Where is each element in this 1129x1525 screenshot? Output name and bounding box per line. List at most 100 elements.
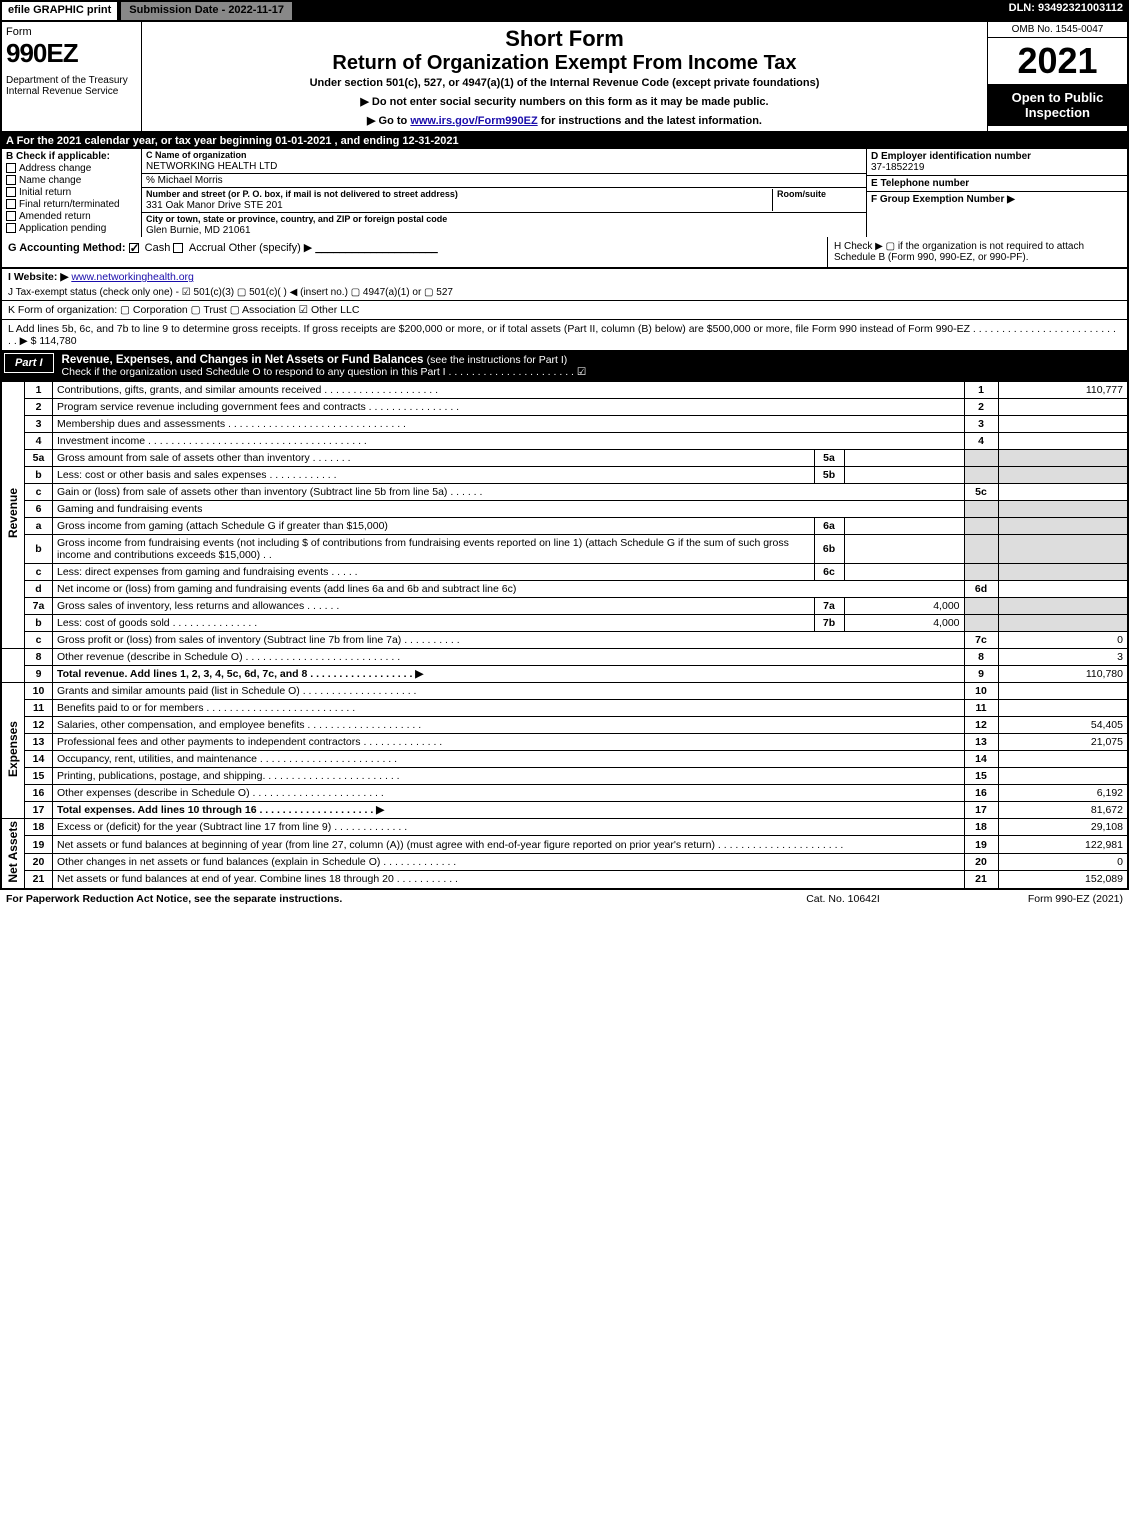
col-amt: [998, 768, 1128, 785]
line-desc: Gross amount from sale of assets other t…: [53, 450, 815, 467]
line-num: a: [25, 518, 53, 535]
col-num: 15: [964, 768, 998, 785]
website-link[interactable]: www.networkinghealth.org: [71, 271, 194, 283]
line-num: 1: [25, 382, 53, 399]
line-num: 9: [25, 666, 53, 683]
line-num: b: [25, 615, 53, 632]
mini-num: 6c: [814, 564, 844, 581]
line-desc: Grants and similar amounts paid (list in…: [53, 683, 965, 700]
row-11: 11 Benefits paid to or for members . . .…: [1, 700, 1128, 717]
row-6b: b Gross income from fundraising events (…: [1, 535, 1128, 564]
mini-num: 6b: [814, 535, 844, 564]
section-l: L Add lines 5b, 6c, and 7b to line 9 to …: [0, 320, 1129, 351]
mini-amt: [844, 535, 964, 564]
line-desc: Gross income from gaming (attach Schedul…: [53, 518, 815, 535]
line-num: 4: [25, 433, 53, 450]
city: Glen Burnie, MD 21061: [146, 225, 251, 236]
col-num: 10: [964, 683, 998, 700]
footer-mid: Cat. No. 10642I: [743, 893, 943, 905]
col-amt-shade: [998, 518, 1128, 535]
mini-num: 5b: [814, 467, 844, 484]
col-num: 19: [964, 836, 998, 853]
line-desc: Contributions, gifts, grants, and simila…: [53, 382, 965, 399]
section-i: I Website: ▶ www.networkinghealth.org: [0, 269, 1129, 285]
line-num: 6: [25, 501, 53, 518]
row-13: 13 Professional fees and other payments …: [1, 734, 1128, 751]
row-18: Net Assets 18 Excess or (deficit) for th…: [1, 819, 1128, 836]
row-7c: c Gross profit or (loss) from sales of i…: [1, 632, 1128, 649]
revenue-vlabel: Revenue: [1, 382, 25, 649]
col-num-shade: [964, 501, 998, 518]
c-city-row: City or town, state or province, country…: [142, 213, 866, 237]
mini-num: 6a: [814, 518, 844, 535]
col-amt-shade: [998, 467, 1128, 484]
row-6d: d Net income or (loss) from gaming and f…: [1, 581, 1128, 598]
form-title: Return of Organization Exempt From Incom…: [150, 52, 979, 75]
col-amt-shade: [998, 615, 1128, 632]
col-amt: 21,075: [998, 734, 1128, 751]
col-num-shade: [964, 467, 998, 484]
chk-name-change[interactable]: Name change: [6, 175, 137, 186]
footer-left: For Paperwork Reduction Act Notice, see …: [6, 893, 743, 905]
efile-label: efile GRAPHIC print: [0, 0, 119, 22]
line-desc: Less: cost or other basis and sales expe…: [53, 467, 815, 484]
l-text: L Add lines 5b, 6c, and 7b to line 9 to …: [8, 323, 1116, 347]
other-label: Other (specify) ▶: [229, 242, 313, 254]
i-label: I Website: ▶: [8, 271, 68, 283]
top-bar: efile GRAPHIC print Submission Date - 20…: [0, 0, 1129, 22]
line-num: 10: [25, 683, 53, 700]
section-j: J Tax-exempt status (check only one) - ☑…: [0, 285, 1129, 301]
irs-link[interactable]: www.irs.gov/Form990EZ: [410, 115, 537, 127]
org-name: NETWORKING HEALTH LTD: [146, 161, 277, 172]
line-desc: Excess or (deficit) for the year (Subtra…: [53, 819, 965, 836]
col-amt: 152,089: [998, 871, 1128, 888]
line-num: 8: [25, 649, 53, 666]
col-amt: 110,777: [998, 382, 1128, 399]
chk-cash[interactable]: [129, 243, 139, 253]
col-num: 8: [964, 649, 998, 666]
chk-final-return[interactable]: Final return/terminated: [6, 199, 137, 210]
col-num: 14: [964, 751, 998, 768]
line-num: b: [25, 535, 53, 564]
d-row: D Employer identification number 37-1852…: [867, 149, 1127, 176]
line-num: c: [25, 632, 53, 649]
chk-accrual[interactable]: [173, 243, 183, 253]
row-6a: a Gross income from gaming (attach Sched…: [1, 518, 1128, 535]
row-5c: c Gain or (loss) from sale of assets oth…: [1, 484, 1128, 501]
line-desc: Gain or (loss) from sale of assets other…: [53, 484, 965, 501]
expenses-vlabel: Expenses: [1, 683, 25, 819]
e-label: E Telephone number: [871, 178, 969, 189]
col-amt: 54,405: [998, 717, 1128, 734]
line-desc: Professional fees and other payments to …: [53, 734, 965, 751]
col-num: 3: [964, 416, 998, 433]
line-desc: Membership dues and assessments . . . . …: [53, 416, 965, 433]
col-amt: [998, 416, 1128, 433]
chk-amended[interactable]: Amended return: [6, 211, 137, 222]
line-num: 12: [25, 717, 53, 734]
mini-num: 7b: [814, 615, 844, 632]
row-21: 21 Net assets or fund balances at end of…: [1, 871, 1128, 888]
footer-right: Form 990-EZ (2021): [943, 893, 1123, 905]
d-label: D Employer identification number: [871, 151, 1031, 162]
col-num: 9: [964, 666, 998, 683]
line-desc: Benefits paid to or for members . . . . …: [53, 700, 965, 717]
chk-address-change[interactable]: Address change: [6, 163, 137, 174]
c-careof-row: % Michael Morris: [142, 174, 866, 188]
row-7a: 7a Gross sales of inventory, less return…: [1, 598, 1128, 615]
form-header: Form 990EZ Department of the Treasury In…: [0, 22, 1129, 133]
line-num: 19: [25, 836, 53, 853]
col-amt-shade: [998, 501, 1128, 518]
part-1-header: Part I Revenue, Expenses, and Changes in…: [0, 351, 1129, 381]
col-amt-shade: [998, 450, 1128, 467]
chk-application-pending[interactable]: Application pending: [6, 223, 137, 234]
form-word: Form: [6, 26, 137, 38]
col-num: 12: [964, 717, 998, 734]
row-10: Expenses 10 Grants and similar amounts p…: [1, 683, 1128, 700]
part-1-check-note: Check if the organization used Schedule …: [62, 366, 587, 378]
line-desc: Gross profit or (loss) from sales of inv…: [53, 632, 965, 649]
row-15: 15 Printing, publications, postage, and …: [1, 768, 1128, 785]
row-12: 12 Salaries, other compensation, and emp…: [1, 717, 1128, 734]
accrual-label: Accrual: [189, 242, 226, 254]
header-right: OMB No. 1545-0047 2021 Open to Public In…: [987, 22, 1127, 131]
chk-initial-return[interactable]: Initial return: [6, 187, 137, 198]
